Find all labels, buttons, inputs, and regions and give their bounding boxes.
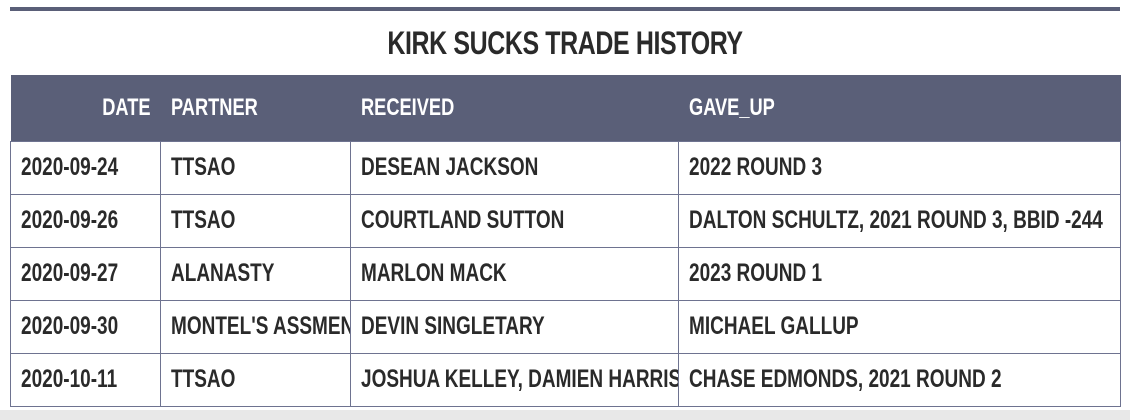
table-row: 2020-09-26 TTSAO COURTLAND SUTTON DALTON… [10, 193, 1121, 248]
column-header-gave-up: GAVE_UP [688, 93, 775, 121]
table-header-row: DATE PARTNER RECEIVED GAVE_UP [10, 75, 1121, 141]
cell-gave-up: 2022 ROUND 3 [678, 140, 1121, 195]
trade-history-table: DATE PARTNER RECEIVED GAVE_UP 2020-09-24… [10, 75, 1121, 407]
cell-gave-up: 2023 ROUND 1 [678, 246, 1121, 301]
cell-date: 2020-09-30 [10, 299, 161, 354]
table-row: 2020-09-24 TTSAO DESEAN JACKSON 2022 ROU… [10, 140, 1121, 195]
top-rule [10, 7, 1120, 11]
cell-received: DESEAN JACKSON [350, 140, 679, 195]
page-title: KIRK SUCKS TRADE HISTORY [387, 25, 743, 61]
cell-received: DEVIN SINGLETARY [350, 299, 679, 354]
cell-date: 2020-09-26 [10, 193, 161, 248]
cell-received: JOSHUA KELLEY, DAMIEN HARRIS [350, 352, 679, 407]
cell-received: COURTLAND SUTTON [350, 193, 679, 248]
table-row: 2020-09-27 ALANASTY MARLON MACK 2023 ROU… [10, 246, 1121, 301]
cell-date: 2020-09-24 [10, 140, 161, 195]
cell-date: 2020-10-11 [10, 352, 161, 407]
column-header-partner: PARTNER [170, 93, 258, 121]
column-header-received: RECEIVED [360, 93, 454, 121]
table-row: 2020-10-11 TTSAO JOSHUA KELLEY, DAMIEN H… [10, 352, 1121, 407]
cell-gave-up: MICHAEL GALLUP [678, 299, 1121, 354]
cell-partner: TTSAO [160, 193, 351, 248]
cell-gave-up: CHASE EDMONDS, 2021 ROUND 2 [678, 352, 1121, 407]
cell-partner: TTSAO [160, 140, 351, 195]
trade-history-panel: KIRK SUCKS TRADE HISTORY DATE PARTNER RE… [0, 0, 1130, 410]
table-row: 2020-09-30 MONTEL'S ASSMEN DEVIN SINGLET… [10, 299, 1121, 354]
cell-received: MARLON MACK [350, 246, 679, 301]
column-header-date: DATE [102, 93, 151, 121]
cell-partner: ALANASTY [160, 246, 351, 301]
cell-date: 2020-09-27 [10, 246, 161, 301]
cell-gave-up: DALTON SCHULTZ, 2021 ROUND 3, BBID -244 [678, 193, 1121, 248]
cell-partner: TTSAO [160, 352, 351, 407]
cell-partner: MONTEL'S ASSMEN [160, 299, 351, 354]
